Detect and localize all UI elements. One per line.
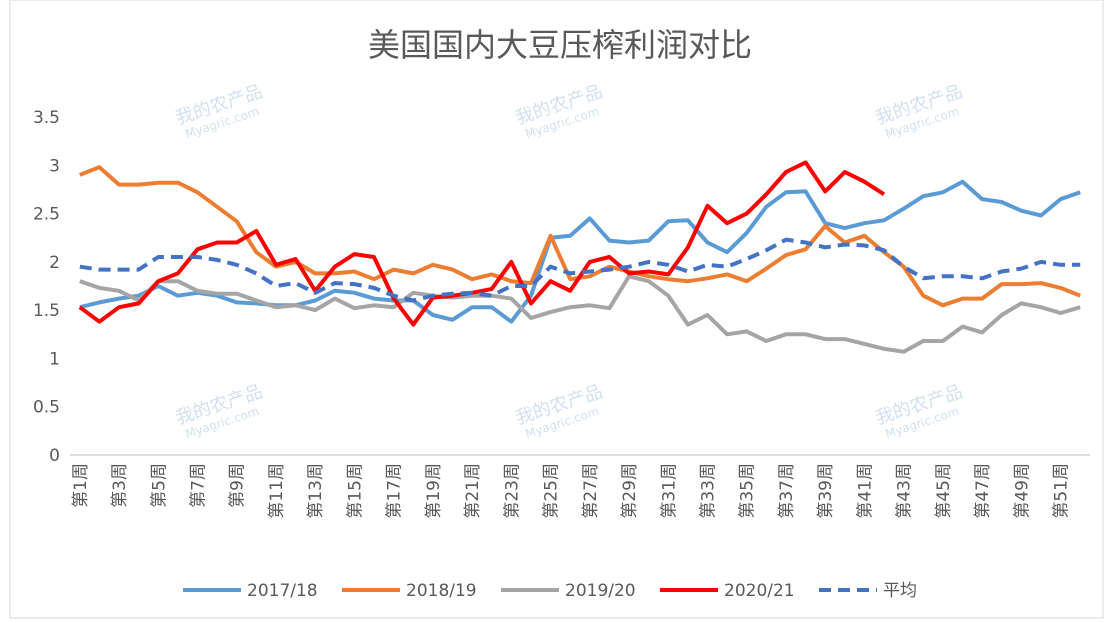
y-tick-label: 3 <box>49 156 60 176</box>
x-tick-label: 第21周 <box>463 463 483 519</box>
x-tick-label: 第11周 <box>267 463 287 519</box>
x-tick-label: 第37周 <box>777 463 797 519</box>
legend-label: 2019/20 <box>565 581 636 601</box>
x-tick-label: 第31周 <box>659 463 679 519</box>
x-tick-label: 第39周 <box>816 463 836 519</box>
x-tick-label: 第35周 <box>738 463 758 519</box>
x-tick-label: 第33周 <box>699 463 719 519</box>
x-tick-label: 第17周 <box>385 463 405 519</box>
x-tick-label: 第15周 <box>345 463 365 519</box>
legend-label: 2020/21 <box>724 581 795 601</box>
legend-label: 平均 <box>883 581 917 601</box>
y-tick-label: 3.5 <box>33 108 60 128</box>
x-tick-label: 第45周 <box>934 463 954 519</box>
x-tick-label: 第1周 <box>71 463 91 508</box>
chart-title: 美国国内大豆压榨利润对比 <box>368 26 752 64</box>
x-tick-label: 第41周 <box>855 463 875 519</box>
legend-label: 2017/18 <box>247 581 318 601</box>
x-tick-label: 第47周 <box>973 463 993 519</box>
x-tick-label: 第9周 <box>228 463 248 508</box>
series-line <box>79 274 1081 354</box>
x-tick-label: 第23周 <box>502 463 522 519</box>
y-tick-label: 0.5 <box>33 398 60 418</box>
x-tick-label: 第3周 <box>110 463 130 508</box>
x-tick-label: 第49周 <box>1012 463 1032 519</box>
x-tick-label: 第51周 <box>1052 463 1072 519</box>
x-tick-label: 第5周 <box>149 463 169 508</box>
x-tick-label: 第27周 <box>581 463 601 519</box>
series-line <box>78 160 886 327</box>
x-tick-label: 第7周 <box>189 463 209 508</box>
y-tick-label: 1.5 <box>33 301 60 321</box>
y-tick-label: 2 <box>49 253 60 273</box>
x-tick-label: 第13周 <box>306 463 326 519</box>
x-tick-label: 第25周 <box>542 463 562 519</box>
x-tick-label: 第19周 <box>424 463 444 519</box>
legend-label: 2018/19 <box>406 581 477 601</box>
x-tick-label: 第43周 <box>895 463 915 519</box>
series-line <box>79 237 1081 303</box>
y-tick-label: 1 <box>49 349 60 369</box>
y-tick-label: 0 <box>49 446 60 466</box>
x-tick-label: 第29周 <box>620 463 640 519</box>
series-line <box>79 179 1081 324</box>
y-tick-label: 2.5 <box>33 205 60 225</box>
